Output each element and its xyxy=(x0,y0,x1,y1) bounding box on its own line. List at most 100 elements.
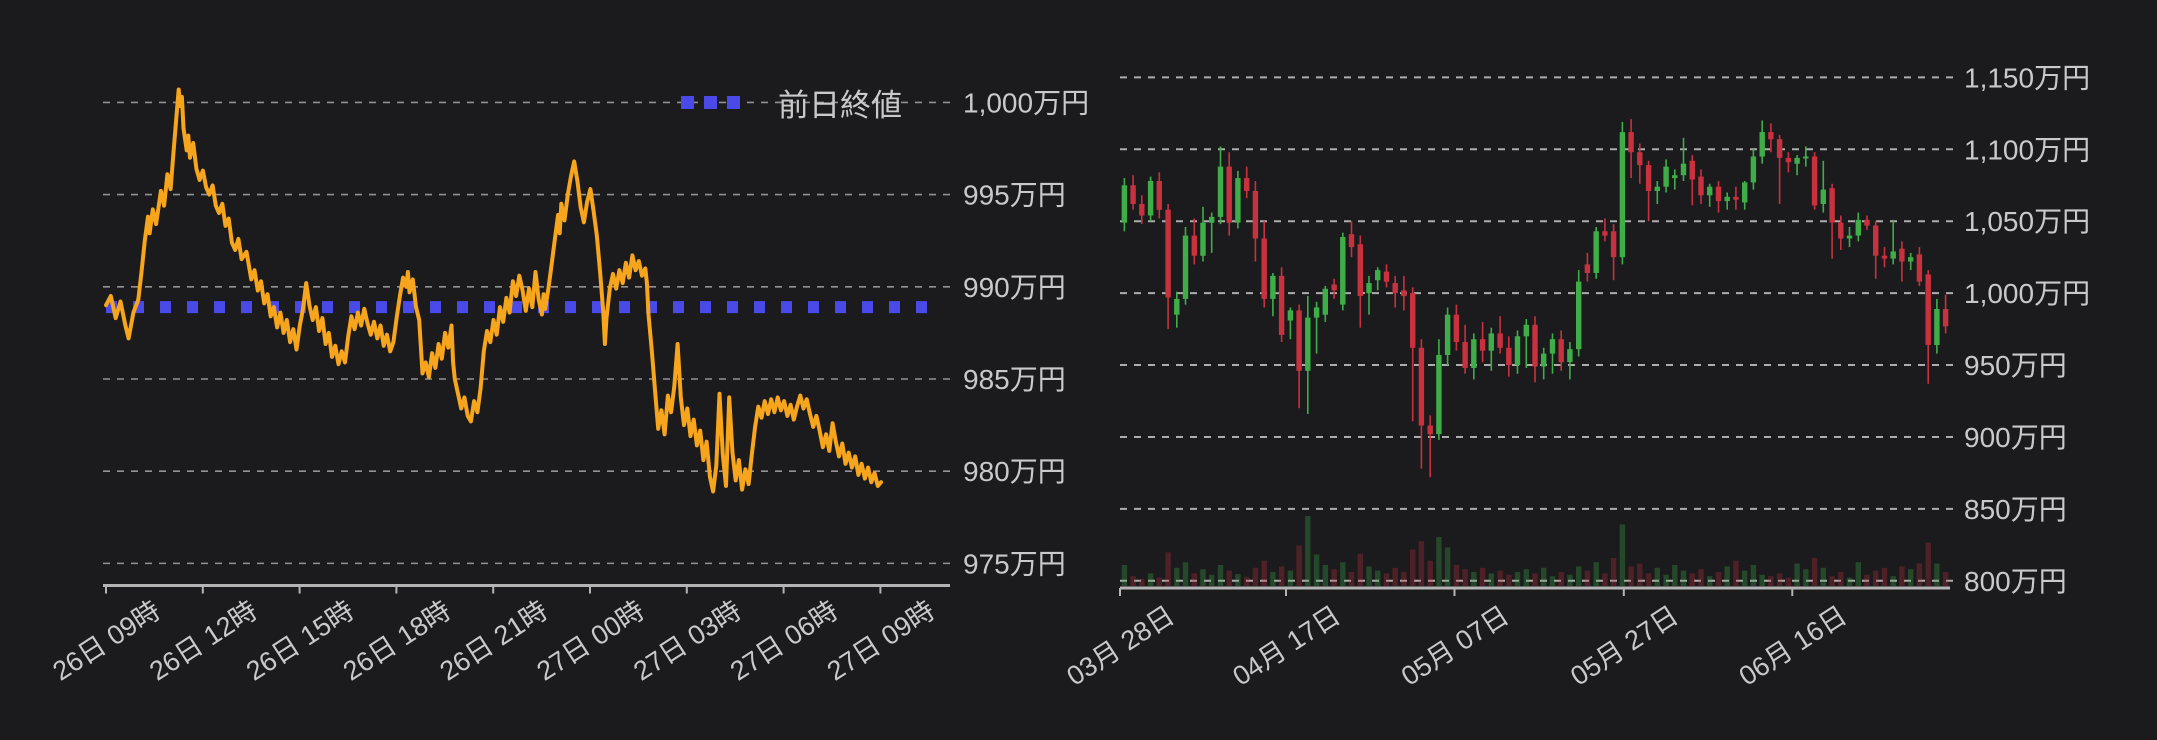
volume-bar[interactable] xyxy=(1680,570,1687,586)
volume-bar[interactable] xyxy=(1366,566,1372,586)
candlestick[interactable] xyxy=(1846,227,1853,248)
volume-bar[interactable] xyxy=(1174,567,1180,586)
candlestick[interactable] xyxy=(1916,247,1923,286)
volume-bar[interactable] xyxy=(1313,554,1320,587)
volume-bar[interactable] xyxy=(1121,565,1128,586)
volume-bar[interactable] xyxy=(1383,573,1390,586)
volume-bar[interactable] xyxy=(1934,563,1940,586)
volume-bar[interactable] xyxy=(1558,572,1564,586)
candlestick[interactable] xyxy=(1610,224,1617,281)
volume-bar[interactable] xyxy=(1270,572,1276,586)
volume-bar[interactable] xyxy=(1436,537,1442,586)
volume-bar[interactable] xyxy=(1654,567,1660,586)
candlestick[interactable] xyxy=(1191,218,1197,265)
volume-bar[interactable] xyxy=(1803,569,1809,586)
volume-bar[interactable] xyxy=(1733,560,1739,586)
volume-bar[interactable] xyxy=(1776,573,1783,586)
candlestick[interactable] xyxy=(1864,215,1870,230)
candlestick[interactable] xyxy=(1444,307,1451,366)
candlestick[interactable] xyxy=(1383,264,1390,288)
candlestick[interactable] xyxy=(1401,275,1407,311)
candlestick[interactable] xyxy=(1217,146,1224,225)
candlestick[interactable] xyxy=(1209,212,1215,253)
candlestick[interactable] xyxy=(1742,181,1748,210)
volume-bar[interactable] xyxy=(1497,570,1503,586)
candlestick[interactable] xyxy=(1899,241,1905,282)
candlestick[interactable] xyxy=(1645,160,1652,222)
candlestick[interactable] xyxy=(1855,212,1861,242)
volume-bar[interactable] xyxy=(1829,576,1835,586)
candlestick[interactable] xyxy=(1147,176,1154,222)
volume-bar[interactable] xyxy=(1645,573,1652,586)
candlestick[interactable] xyxy=(1182,227,1189,305)
candlestick[interactable] xyxy=(1261,221,1267,308)
volume-bar[interactable] xyxy=(1287,570,1294,586)
candlestick[interactable] xyxy=(1925,270,1931,384)
volume-bar[interactable] xyxy=(1261,560,1267,586)
candlestick[interactable] xyxy=(1698,169,1704,204)
candlestick[interactable] xyxy=(1471,333,1477,380)
candlestick[interactable] xyxy=(1724,192,1730,210)
volume-bar[interactable] xyxy=(1462,569,1468,586)
candlestick[interactable] xyxy=(1418,339,1425,469)
volume-bar[interactable] xyxy=(1724,566,1730,586)
candlestick[interactable] xyxy=(1462,324,1468,374)
volume-bar[interactable] xyxy=(1444,547,1451,587)
candlestick[interactable] xyxy=(1541,347,1547,380)
volume-bar[interactable] xyxy=(1549,576,1556,586)
candlestick[interactable] xyxy=(1130,175,1136,210)
volume-bar[interactable] xyxy=(1191,573,1197,586)
candlestick[interactable] xyxy=(1514,330,1521,374)
volume-bar[interactable] xyxy=(1217,565,1224,586)
volume-bar[interactable] xyxy=(1165,552,1171,586)
volume-bar[interactable] xyxy=(1628,566,1634,586)
candlestick[interactable] xyxy=(1331,278,1337,299)
volume-bar[interactable] xyxy=(1357,553,1363,586)
candlestick[interactable] xyxy=(1200,206,1206,262)
volume-bar[interactable] xyxy=(1916,563,1923,586)
volume-bar[interactable] xyxy=(1514,572,1521,586)
volume-bar[interactable] xyxy=(1715,572,1722,586)
candlestick[interactable] xyxy=(1934,298,1940,354)
candlestick[interactable] xyxy=(1506,336,1512,377)
candlestick[interactable] xyxy=(1567,342,1573,380)
volume-bar[interactable] xyxy=(1541,567,1547,586)
candlestick[interactable] xyxy=(1348,221,1355,258)
volume-bar[interactable] xyxy=(1410,549,1416,586)
volume-bar[interactable] xyxy=(1881,567,1888,586)
volume-bar[interactable] xyxy=(1209,574,1215,586)
volume-bar[interactable] xyxy=(1453,565,1460,586)
candlestick[interactable] xyxy=(1278,267,1285,342)
candlestick[interactable] xyxy=(1750,149,1757,190)
candlestick[interactable] xyxy=(1165,204,1171,330)
volume-bar[interactable] xyxy=(1707,576,1713,586)
candlestick[interactable] xyxy=(1313,301,1320,354)
volume-bar[interactable] xyxy=(1182,562,1189,586)
volume-bar[interactable] xyxy=(1200,569,1206,586)
volume-bar[interactable] xyxy=(1925,542,1931,586)
candlestick[interactable] xyxy=(1296,304,1302,409)
volume-bar[interactable] xyxy=(1794,563,1800,586)
candlestick[interactable] xyxy=(1549,333,1556,374)
candlestick[interactable] xyxy=(1776,134,1783,204)
volume-bar[interactable] xyxy=(1296,545,1302,586)
candlestick[interactable] xyxy=(1584,252,1591,282)
candlestick[interactable] xyxy=(1759,120,1765,164)
candlestick[interactable] xyxy=(1366,275,1372,315)
volume-bar[interactable] xyxy=(1147,573,1154,586)
volume-bar[interactable] xyxy=(1348,572,1355,586)
volume-bar[interactable] xyxy=(1567,574,1573,586)
volume-bar[interactable] xyxy=(1742,570,1748,586)
volume-bar[interactable] xyxy=(1375,570,1381,586)
candlestick[interactable] xyxy=(1322,286,1328,322)
candlestick[interactable] xyxy=(1672,169,1678,190)
volume-bar[interactable] xyxy=(1488,573,1494,586)
candlestick[interactable] xyxy=(1628,119,1634,179)
volume-bar[interactable] xyxy=(1584,570,1591,586)
candlestick[interactable] xyxy=(1270,273,1276,317)
volume-bar[interactable] xyxy=(1471,572,1477,586)
volume-bar[interactable] xyxy=(1226,570,1232,586)
volume-bar[interactable] xyxy=(1890,576,1896,586)
volume-bar[interactable] xyxy=(1427,560,1433,586)
